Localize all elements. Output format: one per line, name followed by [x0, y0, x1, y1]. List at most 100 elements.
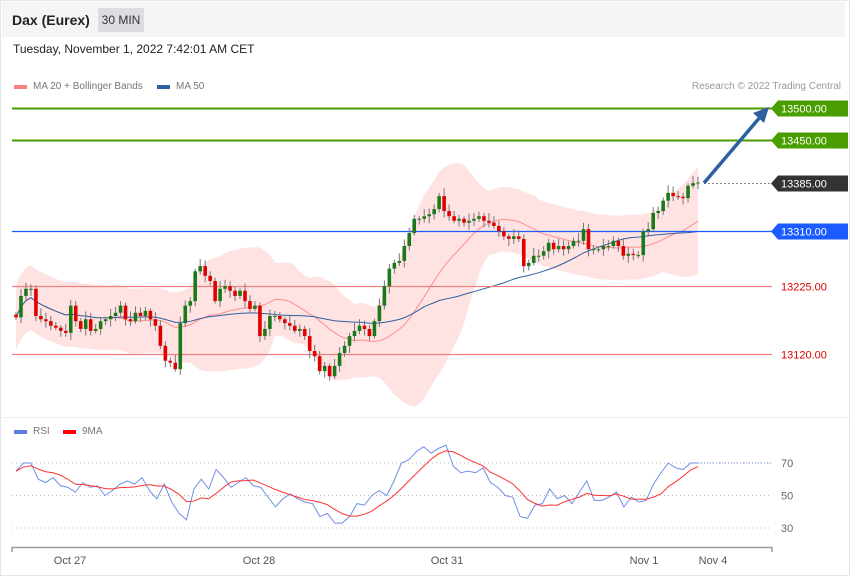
candle-body: [412, 218, 417, 234]
candle-body: [143, 310, 148, 317]
candle-body: [502, 231, 506, 237]
candle-body: [49, 321, 53, 326]
candle-body: [651, 212, 655, 230]
candle-body: [243, 290, 247, 302]
candle-body: [108, 316, 113, 320]
rsi-level-70: 70: [781, 458, 793, 470]
legend-ma50: MA 50: [157, 81, 204, 92]
candle-body: [19, 295, 23, 318]
candle-body: [103, 319, 108, 322]
candle-body: [203, 266, 207, 276]
bollinger-band: [16, 162, 698, 408]
candle-body: [24, 288, 28, 296]
candle-body: [153, 319, 158, 326]
candle-body: [566, 246, 571, 250]
candle-body: [581, 229, 586, 241]
candle-body: [238, 290, 242, 296]
candle-body: [417, 218, 422, 220]
candle-body: [447, 211, 451, 217]
candle-body: [347, 336, 352, 346]
candle-body: [541, 251, 546, 256]
candle-body: [88, 319, 93, 331]
forecast-arrow: [702, 114, 763, 185]
rsi-swatch: [14, 429, 27, 434]
candle-body: [666, 192, 670, 201]
candle-body: [626, 253, 631, 256]
candle-body: [352, 330, 357, 337]
level-tag-13450: [771, 132, 848, 149]
candle-body: [686, 185, 690, 199]
candle-body: [482, 216, 486, 221]
candle-body: [268, 316, 272, 329]
candle-body: [586, 229, 591, 250]
candle-body: [54, 325, 58, 328]
candle-body: [492, 222, 496, 226]
candle-body: [497, 225, 501, 232]
legend-bollinger-label: MA 20 + Bollinger Bands: [33, 81, 143, 92]
candle-body: [253, 305, 257, 309]
candle-body: [138, 312, 143, 317]
level-label-13225: 13225.00: [781, 282, 827, 294]
candle-body: [263, 328, 267, 337]
candle-body: [39, 316, 43, 320]
candle-body: [551, 242, 556, 250]
candle-body: [596, 249, 601, 251]
timeframe-button[interactable]: 30 MIN: [98, 8, 144, 32]
candle-body: [213, 281, 217, 302]
candle-body: [128, 319, 133, 322]
candle-body: [168, 360, 173, 363]
candle-body: [516, 236, 521, 239]
candle-body: [571, 240, 576, 247]
candle-body: [198, 266, 202, 272]
instrument-title: Dax (Eurex): [12, 12, 90, 28]
candle-body: [83, 319, 88, 329]
forecast-arrowhead-icon: [753, 107, 769, 123]
candle-body: [362, 325, 367, 329]
candle-body: [676, 196, 680, 198]
legend-rsi: RSI: [14, 426, 50, 437]
legend-9ma-label: 9MA: [82, 426, 103, 437]
candle-body: [606, 246, 611, 248]
candle-body: [73, 305, 78, 322]
candle-body: [512, 236, 516, 239]
candle-body: [44, 319, 48, 322]
candle-body: [193, 271, 198, 302]
candle-body: [661, 200, 665, 212]
candle-body: [611, 240, 616, 247]
rsi-line: [15, 444, 698, 524]
candle-body: [556, 246, 561, 250]
candle-body: [93, 328, 98, 331]
candle-body: [307, 336, 312, 351]
ma50-swatch: [157, 84, 170, 89]
candle-body: [34, 288, 38, 317]
candle-body: [377, 305, 382, 322]
candle-body: [671, 192, 675, 197]
candle-body: [332, 365, 337, 377]
rsi-level-30: 30: [781, 523, 793, 535]
candle-body: [59, 327, 63, 331]
level-label-13310: 13310.00: [781, 227, 827, 239]
rsi-level-50: 50: [781, 491, 793, 503]
candle-body: [457, 218, 461, 221]
candle-body: [287, 323, 292, 326]
rsi-9ma-line: [15, 450, 699, 517]
x-tick-label: Nov 4: [699, 555, 728, 567]
candle-body: [392, 262, 397, 269]
candle-body: [631, 253, 636, 256]
candle-body: [601, 246, 606, 250]
header-bar: Dax (Eurex) 30 MIN: [2, 2, 845, 37]
legend-9ma: 9MA: [63, 426, 103, 437]
candle-body: [576, 240, 581, 242]
candle-body: [317, 356, 322, 372]
candle-body: [696, 182, 700, 184]
level-tag-13500: [771, 100, 848, 117]
candle-body: [113, 312, 118, 317]
candle-body: [382, 286, 387, 306]
candle-body: [402, 246, 407, 261]
candle-body: [163, 345, 168, 361]
candle-body: [487, 220, 491, 223]
candle-body: [278, 316, 282, 320]
candle-body: [68, 305, 73, 333]
